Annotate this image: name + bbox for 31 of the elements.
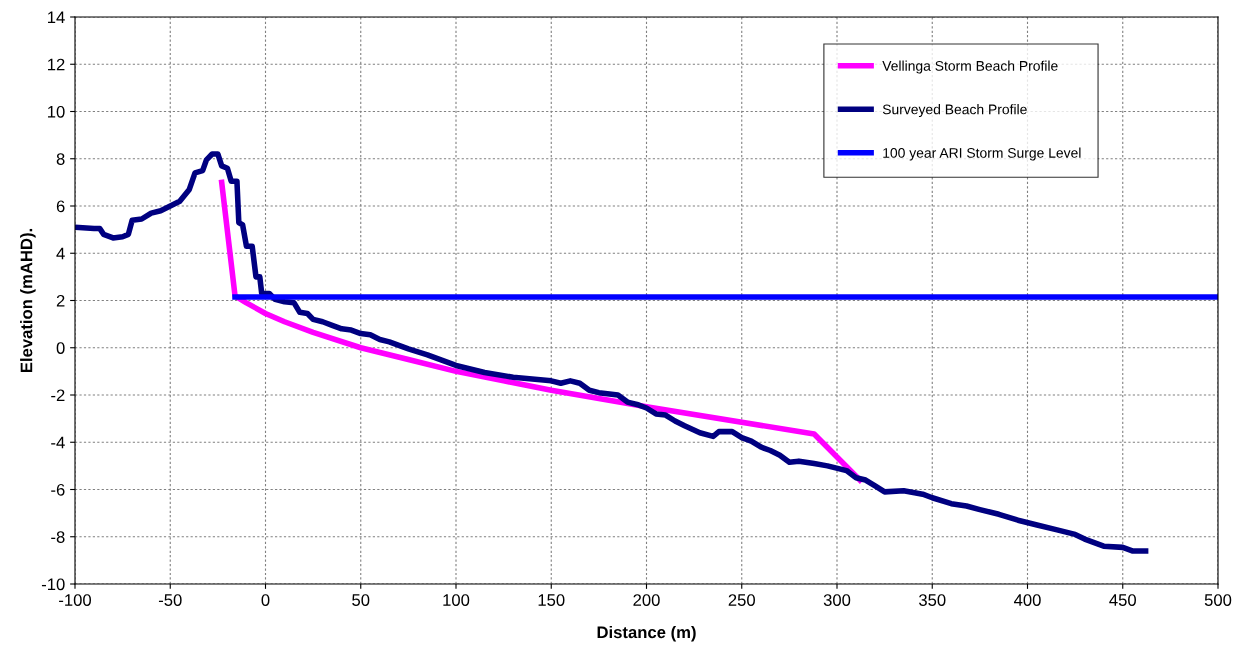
y-tick-label: 12 (48, 58, 65, 71)
y-tick-label: -6 (51, 483, 65, 496)
y-tick-label: 10 (48, 105, 65, 118)
x-tick-label: 0 (261, 594, 270, 606)
y-tick-label: -2 (51, 389, 65, 402)
x-tick-label: 500 (1204, 594, 1232, 606)
y-tick-label: -4 (51, 436, 65, 449)
legend-label: Vellinga Storm Beach Profile (882, 60, 1058, 74)
x-tick-label: 450 (1109, 594, 1136, 606)
x-tick-label: 150 (538, 594, 565, 606)
x-tick-label: 100 (443, 594, 470, 606)
x-axis-title: Distance (m) (597, 625, 696, 642)
y-tick-label: 0 (56, 342, 65, 354)
y-tick-label: 14 (48, 11, 65, 24)
legend-label: 100 year ARI Storm Surge Level (883, 147, 1081, 161)
x-tick-label: 200 (633, 594, 660, 606)
x-tick-label: 50 (352, 594, 370, 606)
x-tick-label: 400 (1013, 594, 1041, 606)
y-tick-label: -10 (41, 578, 65, 591)
y-tick-label: 6 (56, 200, 65, 213)
y-tick-label: 4 (56, 247, 65, 260)
x-tick-label: 300 (823, 594, 851, 606)
y-tick-label: 8 (56, 153, 65, 165)
x-tick-label: -100 (59, 594, 92, 606)
x-tick-label: 250 (728, 594, 755, 606)
y-tick-label: 2 (56, 294, 65, 307)
x-tick-label: 350 (918, 594, 946, 606)
x-tick-label: -50 (158, 594, 182, 606)
legend-label: Surveyed Beach Profile (882, 104, 1027, 118)
y-tick-label: -8 (51, 531, 65, 543)
y-axis-title: Elevation (mAHD). (20, 228, 36, 373)
